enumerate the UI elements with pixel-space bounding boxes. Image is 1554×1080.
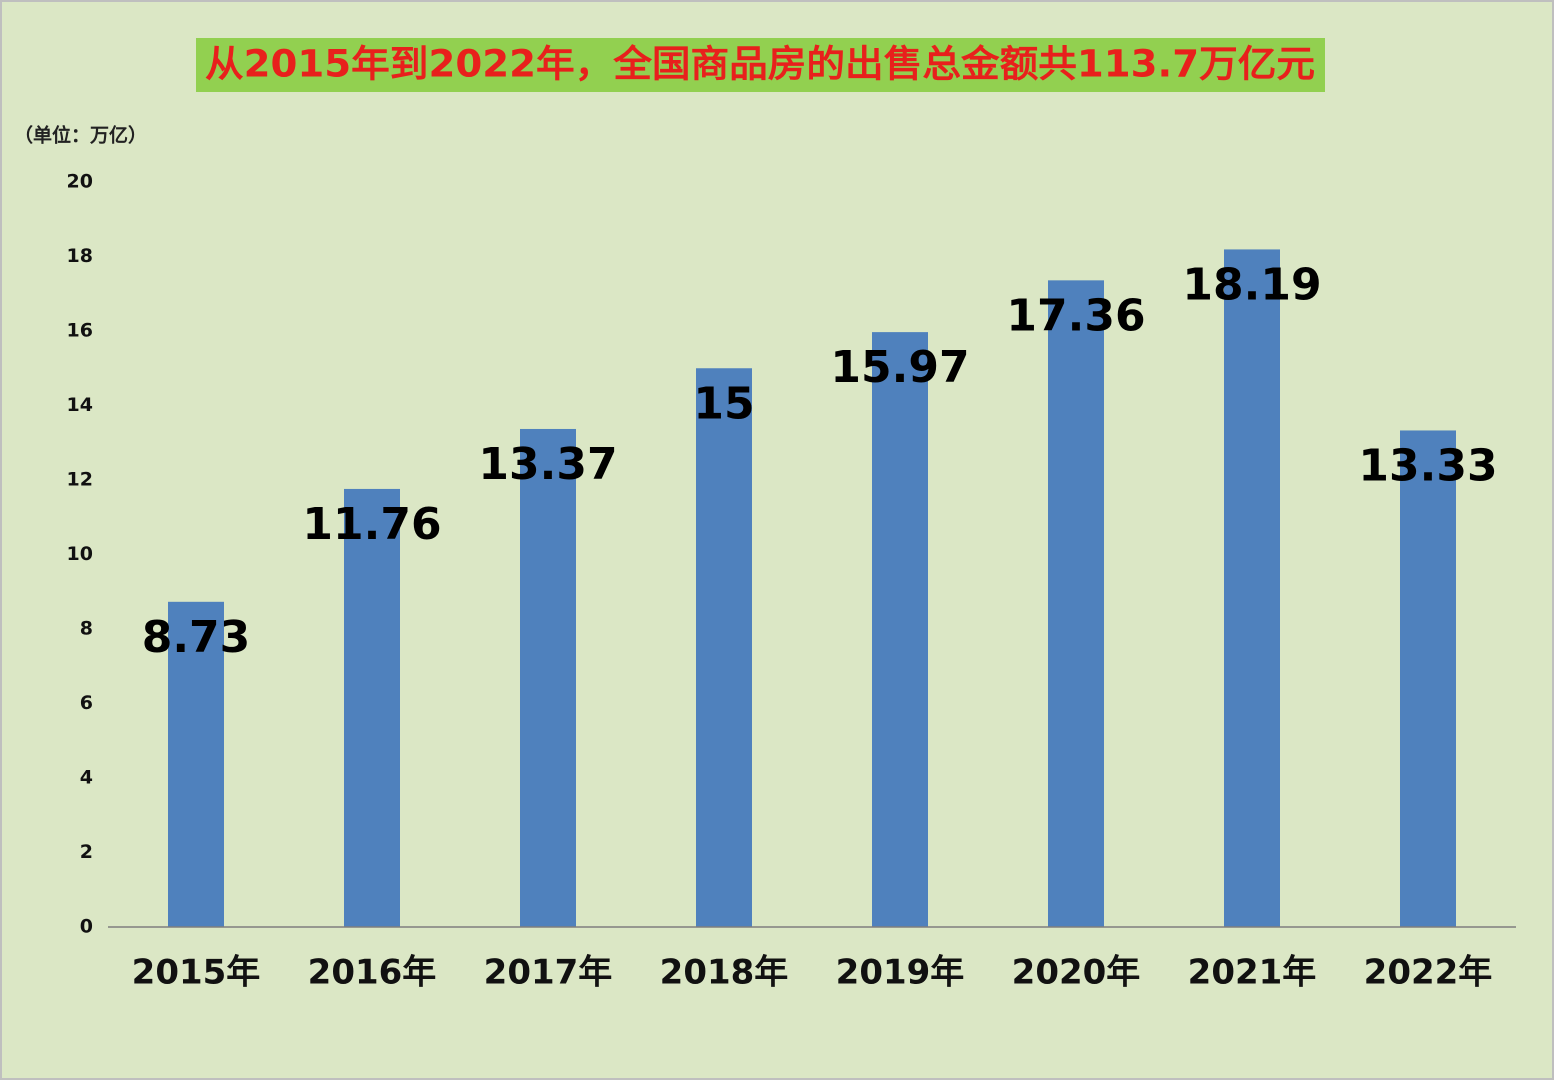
x-tick-label: 2015年	[132, 953, 261, 993]
x-tick-label: 2022年	[1364, 953, 1493, 993]
bar	[1048, 280, 1104, 928]
x-tick-label: 2017年	[484, 953, 613, 993]
bar	[168, 601, 224, 927]
bar	[1400, 430, 1456, 927]
bar	[696, 368, 752, 927]
y-tick-label: 6	[80, 692, 93, 714]
y-tick-label: 0	[80, 916, 93, 938]
y-tick-label: 20	[67, 171, 93, 193]
value-label: 8.73	[142, 612, 251, 663]
y-tick-label: 14	[67, 394, 93, 416]
value-label: 17.36	[1006, 290, 1145, 341]
value-label: 18.19	[1182, 259, 1321, 310]
x-tick-label: 2020年	[1012, 953, 1141, 993]
value-label: 11.76	[302, 499, 441, 550]
title-background	[196, 38, 1325, 92]
y-tick-label: 8	[80, 618, 93, 640]
x-tick-label: 2016年	[308, 953, 437, 993]
value-label: 15.97	[830, 342, 969, 393]
y-tick-label: 4	[80, 767, 93, 789]
value-label: 13.33	[1358, 440, 1497, 491]
value-label: 13.37	[478, 439, 617, 490]
y-tick-label: 2	[80, 841, 93, 863]
bar	[344, 488, 400, 927]
value-label: 15	[693, 378, 754, 429]
bar	[1224, 249, 1280, 928]
y-tick-label: 12	[67, 469, 93, 491]
x-tick-label: 2018年	[660, 953, 789, 993]
unit-label: （单位：万亿）	[14, 124, 147, 147]
bar	[520, 428, 576, 927]
x-tick-label: 2019年	[836, 953, 965, 993]
chart-title: 从2015年到2022年，全国商品房的出售总金额共113.7万亿元	[205, 43, 1315, 86]
bar	[872, 332, 928, 927]
x-tick-label: 2021年	[1188, 953, 1317, 993]
y-tick-label: 16	[67, 320, 93, 342]
y-tick-label: 18	[67, 245, 93, 267]
y-tick-label: 10	[67, 543, 93, 565]
